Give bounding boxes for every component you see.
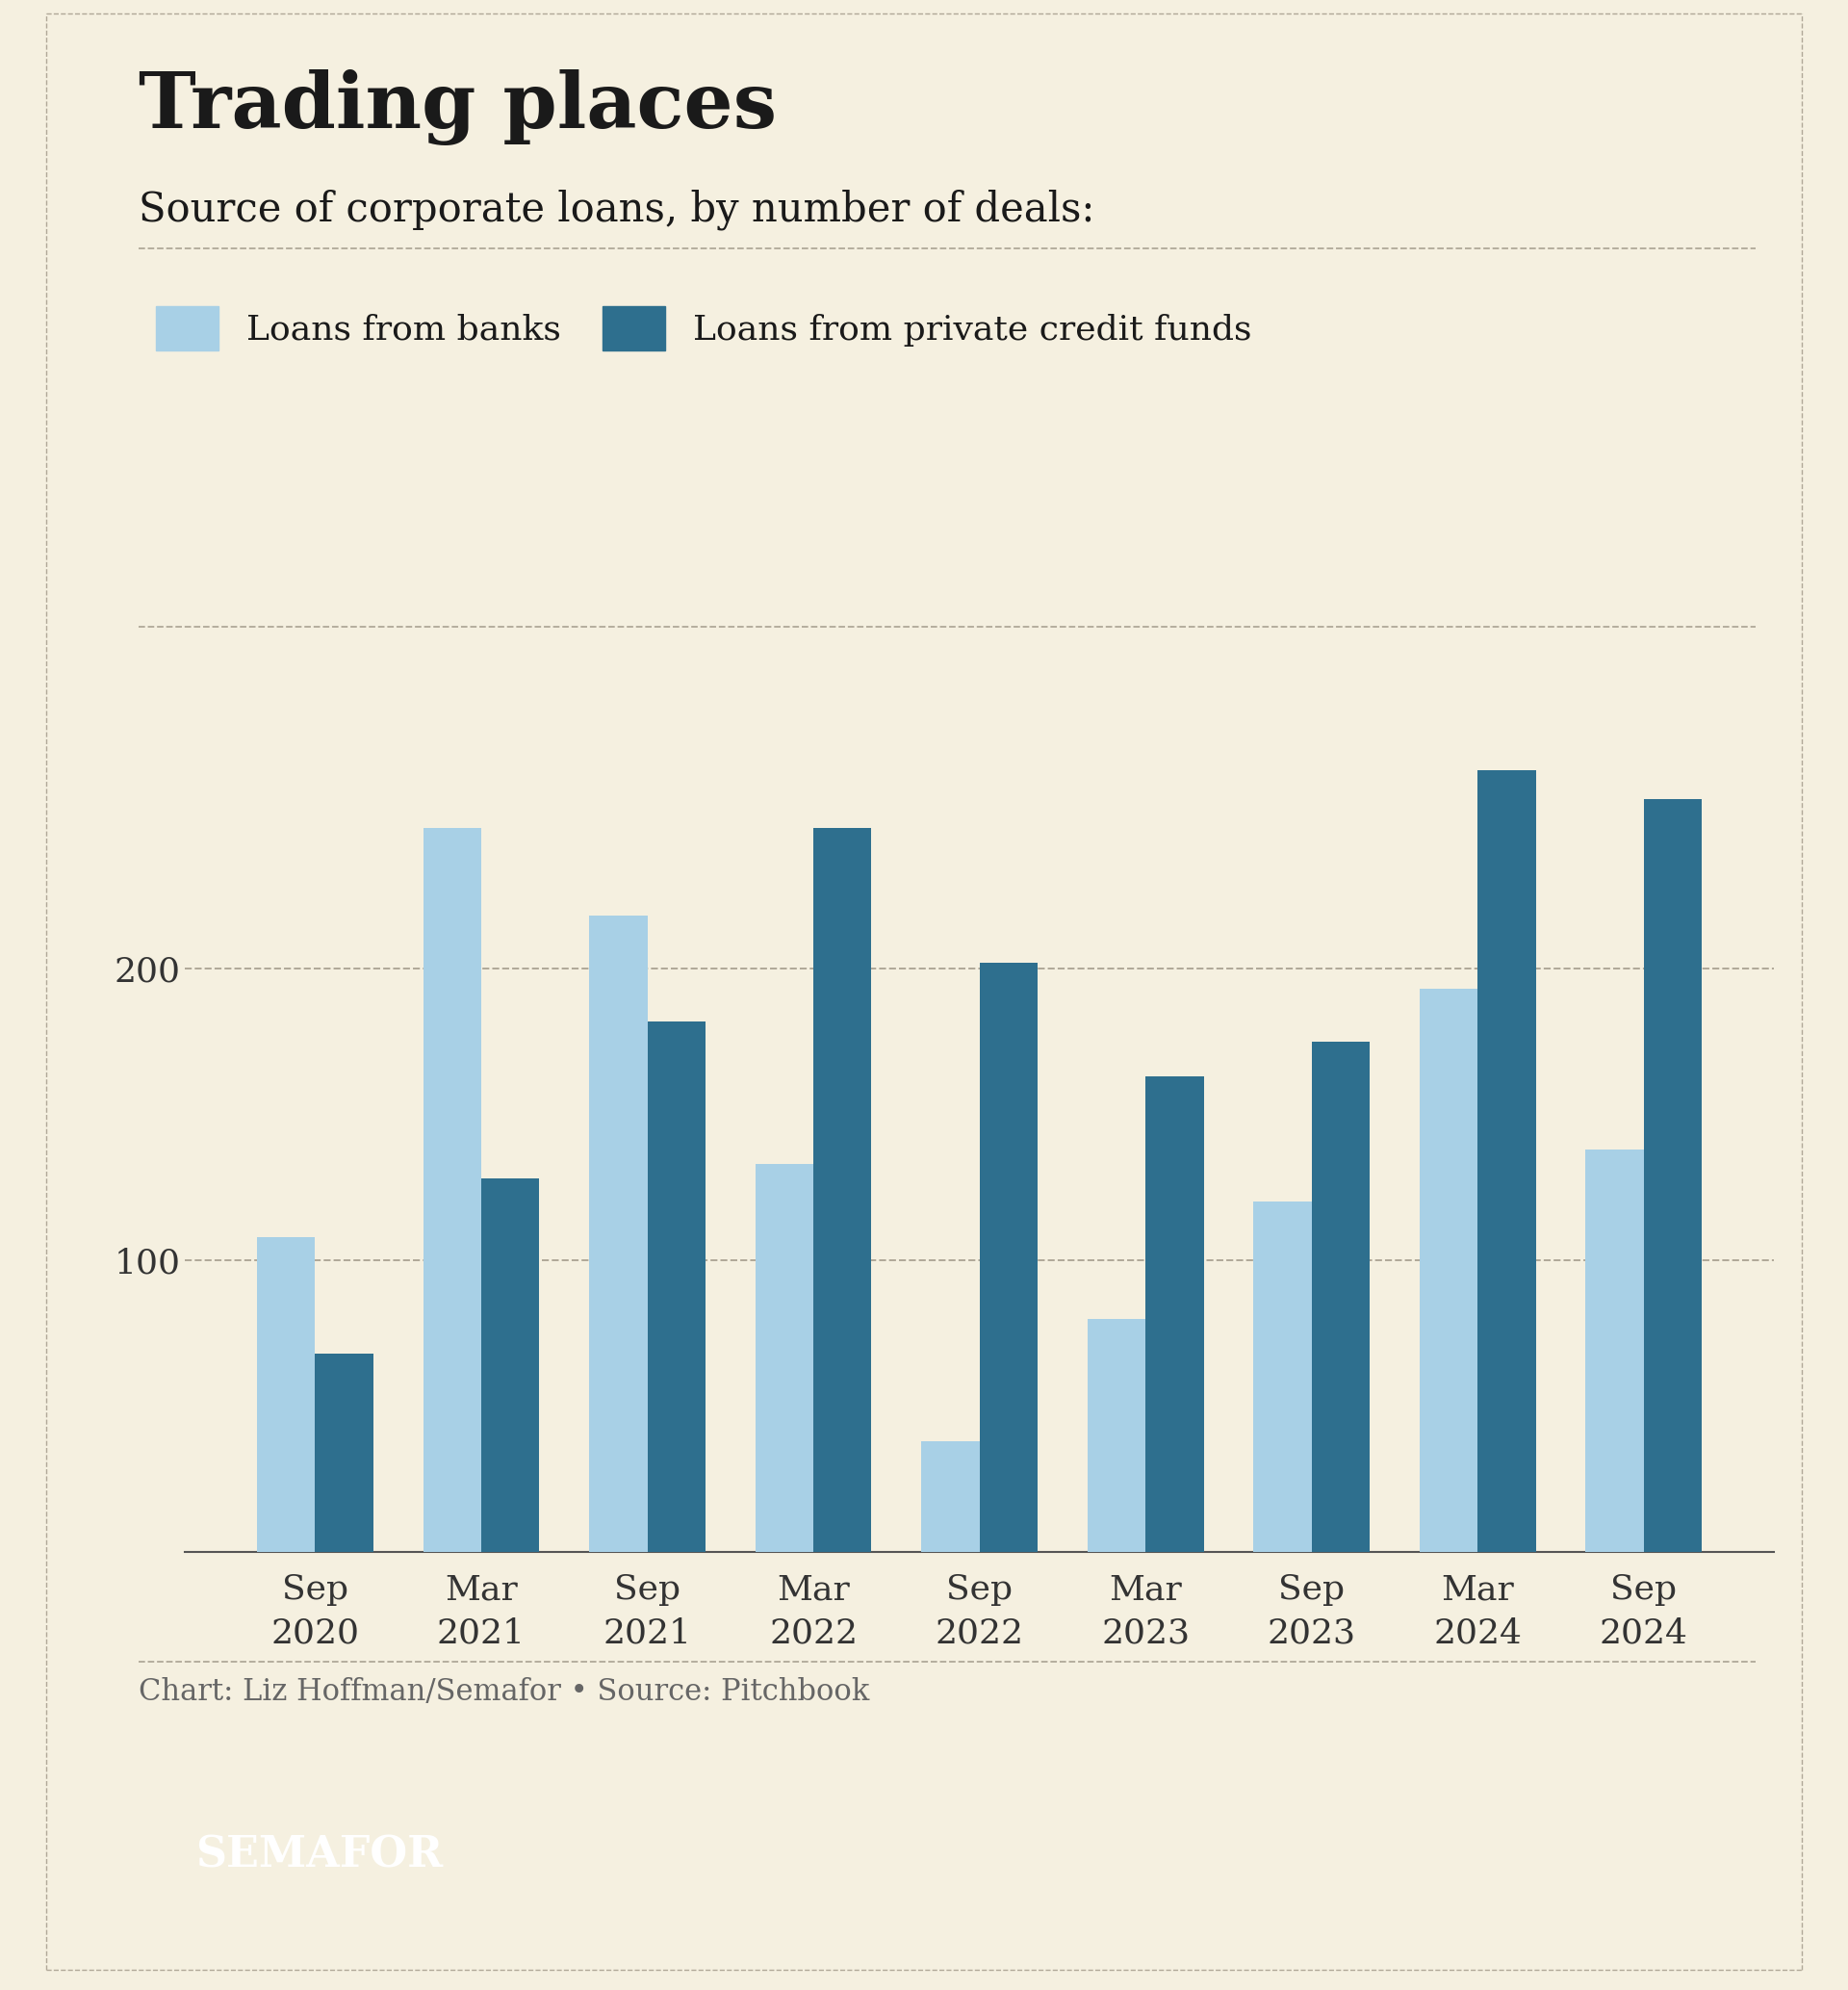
Text: Trading places: Trading places [139,70,776,145]
Bar [1253,1202,1312,1552]
Bar [922,1441,979,1552]
Bar [423,828,480,1552]
Bar [756,1164,813,1552]
Bar [647,1021,706,1552]
Bar [1312,1041,1369,1552]
Bar [590,915,647,1552]
Legend: Loans from banks, Loans from private credit funds: Loans from banks, Loans from private cre… [155,306,1251,350]
Bar [480,1178,540,1552]
Bar [1087,1319,1146,1552]
Bar [1586,1150,1643,1552]
Bar [1478,770,1536,1552]
Bar [1419,989,1478,1552]
Text: Chart: Liz Hoffman/Semafor • Source: Pitchbook: Chart: Liz Hoffman/Semafor • Source: Pit… [139,1678,869,1707]
Bar [1643,800,1702,1552]
Bar [316,1353,373,1552]
Bar [813,828,872,1552]
Text: SEMAFOR: SEMAFOR [196,1835,444,1877]
Bar [979,963,1037,1552]
Text: Source of corporate loans, by number of deals:: Source of corporate loans, by number of … [139,189,1094,231]
Bar [257,1238,316,1552]
Bar [1146,1077,1203,1552]
